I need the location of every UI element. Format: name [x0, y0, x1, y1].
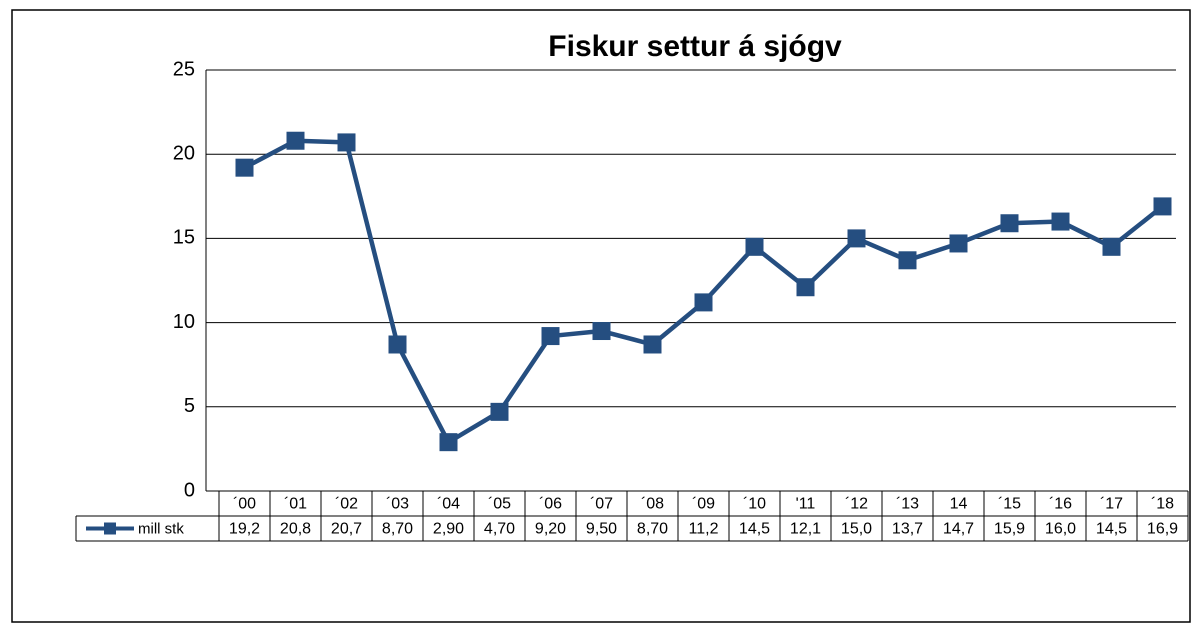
table-value: 15,9	[994, 521, 1025, 538]
marker	[592, 322, 611, 341]
x-tick-label: ´07	[590, 496, 613, 513]
y-tick-label: 0	[184, 479, 195, 501]
table-value: 4,70	[484, 521, 515, 538]
x-tick-label: ´17	[1100, 496, 1123, 513]
table-value: 16,9	[1147, 521, 1178, 538]
table-value: 8,70	[382, 521, 413, 538]
x-tick-label: ´15	[998, 496, 1021, 513]
x-tick-label: ´10	[743, 496, 766, 513]
x-tick-label: '11	[796, 496, 816, 513]
legend-marker	[104, 522, 116, 535]
marker	[745, 237, 764, 256]
table-value: 13,7	[892, 521, 923, 538]
marker	[694, 293, 713, 312]
x-tick-label: ´08	[641, 496, 664, 513]
marker	[1000, 214, 1019, 233]
x-tick-label: ´05	[488, 496, 511, 513]
marker	[898, 251, 917, 270]
marker	[337, 133, 356, 152]
table-value: 9,50	[586, 521, 617, 538]
x-tick-label: ´01	[284, 496, 307, 513]
chart-title: Fiskur settur á sjógv	[548, 30, 842, 63]
y-tick-label: 10	[173, 311, 195, 333]
x-tick-label: ´00	[233, 496, 256, 513]
marker	[286, 131, 305, 150]
marker	[541, 327, 560, 346]
marker	[949, 234, 968, 253]
chart-frame	[11, 9, 1191, 623]
table-value: 20,7	[331, 521, 362, 538]
table-value: 2,90	[433, 521, 464, 538]
y-tick-label: 5	[184, 395, 195, 417]
x-tick-label: 14	[950, 496, 968, 513]
x-tick-label: ´12	[845, 496, 868, 513]
x-tick-label: ´04	[437, 496, 460, 513]
table-value: 11,2	[689, 521, 719, 538]
y-tick-label: 25	[173, 58, 195, 80]
table-value: 16,0	[1045, 521, 1076, 538]
x-tick-label: ´18	[1151, 496, 1174, 513]
marker	[1102, 237, 1121, 256]
table-value: 14,7	[943, 521, 974, 538]
table-value: 20,8	[280, 521, 311, 538]
x-tick-label: ´09	[692, 496, 715, 513]
x-tick-label: ´13	[896, 496, 919, 513]
table-value: 15,0	[841, 521, 872, 538]
table-value: 9,20	[535, 521, 566, 538]
legend-label: mill stk	[138, 520, 184, 537]
table-value: 14,5	[1096, 521, 1127, 538]
x-tick-label: ´03	[386, 496, 409, 513]
y-tick-label: 15	[173, 227, 195, 249]
marker	[1153, 197, 1172, 216]
x-tick-label: ´06	[539, 496, 562, 513]
marker	[235, 158, 254, 177]
x-tick-label: ´16	[1049, 496, 1072, 513]
marker	[847, 229, 866, 248]
table-value: 14,5	[739, 521, 770, 538]
table-value: 19,2	[229, 521, 260, 538]
table-value: 8,70	[637, 521, 668, 538]
marker	[388, 335, 407, 354]
marker	[439, 433, 458, 452]
table-value: 12,1	[790, 521, 821, 538]
marker	[490, 402, 509, 421]
x-tick-label: ´02	[335, 496, 358, 513]
marker	[643, 335, 662, 354]
y-tick-label: 20	[173, 142, 195, 164]
marker	[1051, 212, 1070, 231]
marker	[796, 278, 815, 297]
